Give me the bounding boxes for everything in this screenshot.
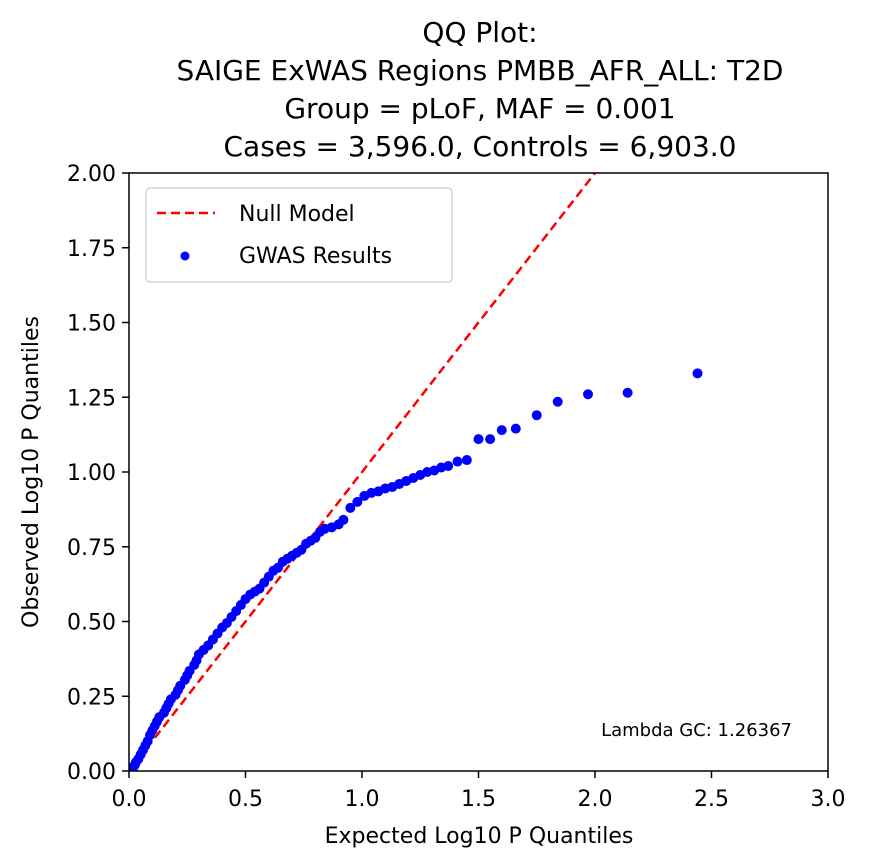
y-tick-label: 1.50 <box>67 312 116 337</box>
plot-area <box>129 173 703 771</box>
gwas-point <box>359 490 370 501</box>
legend: Null Model GWAS Results <box>145 187 453 283</box>
gwas-point <box>129 765 136 771</box>
y-tick-label: 2.00 <box>67 162 116 187</box>
y-tick-label: 1.25 <box>67 386 116 411</box>
title-line-2: SAIGE ExWAS Regions PMBB_AFR_ALL: T2D <box>177 54 784 87</box>
y-tick-label: 1.75 <box>67 237 116 262</box>
title-line-4: Cases = 3,596.0, Controls = 6,903.0 <box>224 130 737 163</box>
legend-gwas-results-label: GWAS Results <box>239 244 392 269</box>
gwas-point <box>510 423 521 434</box>
x-tick-label: 2.0 <box>578 787 613 812</box>
x-axis: 0.0 0.5 1.0 1.5 2.0 2.5 3.0 <box>112 771 846 812</box>
x-tick-label: 1.0 <box>345 787 380 812</box>
y-tick-label: 0.50 <box>67 611 116 636</box>
x-tick-label: 1.5 <box>461 787 496 812</box>
lambda-gc-annotation: Lambda GC: 1.26367 <box>601 720 792 741</box>
y-axis: 0.00 0.25 0.50 0.75 1.00 1.25 1.50 1.75 2.00 <box>67 162 129 785</box>
x-tick-label: 0.5 <box>228 787 263 812</box>
y-tick-label: 0.25 <box>67 685 116 710</box>
chart-title: QQ Plot: SAIGE ExWAS Regions PMBB_AFR_AL… <box>177 16 784 163</box>
gwas-point <box>473 434 484 445</box>
gwas-point <box>531 410 542 421</box>
gwas-point <box>583 389 594 400</box>
y-tick-label: 1.00 <box>67 461 116 486</box>
gwas-point <box>461 455 472 466</box>
gwas-point <box>452 456 463 467</box>
gwas-point <box>485 434 496 445</box>
y-tick-label: 0.75 <box>67 536 116 561</box>
gwas-point <box>692 368 703 379</box>
x-tick-label: 3.0 <box>811 787 846 812</box>
y-tick-label: 0.00 <box>67 760 116 785</box>
gwas-point <box>552 396 563 407</box>
gwas-point <box>345 502 356 513</box>
legend-gwas-results-marker <box>180 251 190 261</box>
x-tick-label: 0.0 <box>112 787 147 812</box>
y-axis-label: Observed Log10 P Quantiles <box>19 316 44 628</box>
title-line-1: QQ Plot: <box>422 16 537 49</box>
gwas-point <box>622 387 633 398</box>
legend-box <box>145 187 453 283</box>
legend-null-model-label: Null Model <box>239 202 355 227</box>
title-line-3: Group = pLoF, MAF = 0.001 <box>284 92 675 125</box>
gwas-point <box>496 425 507 436</box>
x-axis-label: Expected Log10 P Quantiles <box>325 824 634 849</box>
gwas-point <box>352 496 363 507</box>
null-model-line <box>129 173 597 771</box>
x-tick-label: 2.5 <box>694 787 729 812</box>
